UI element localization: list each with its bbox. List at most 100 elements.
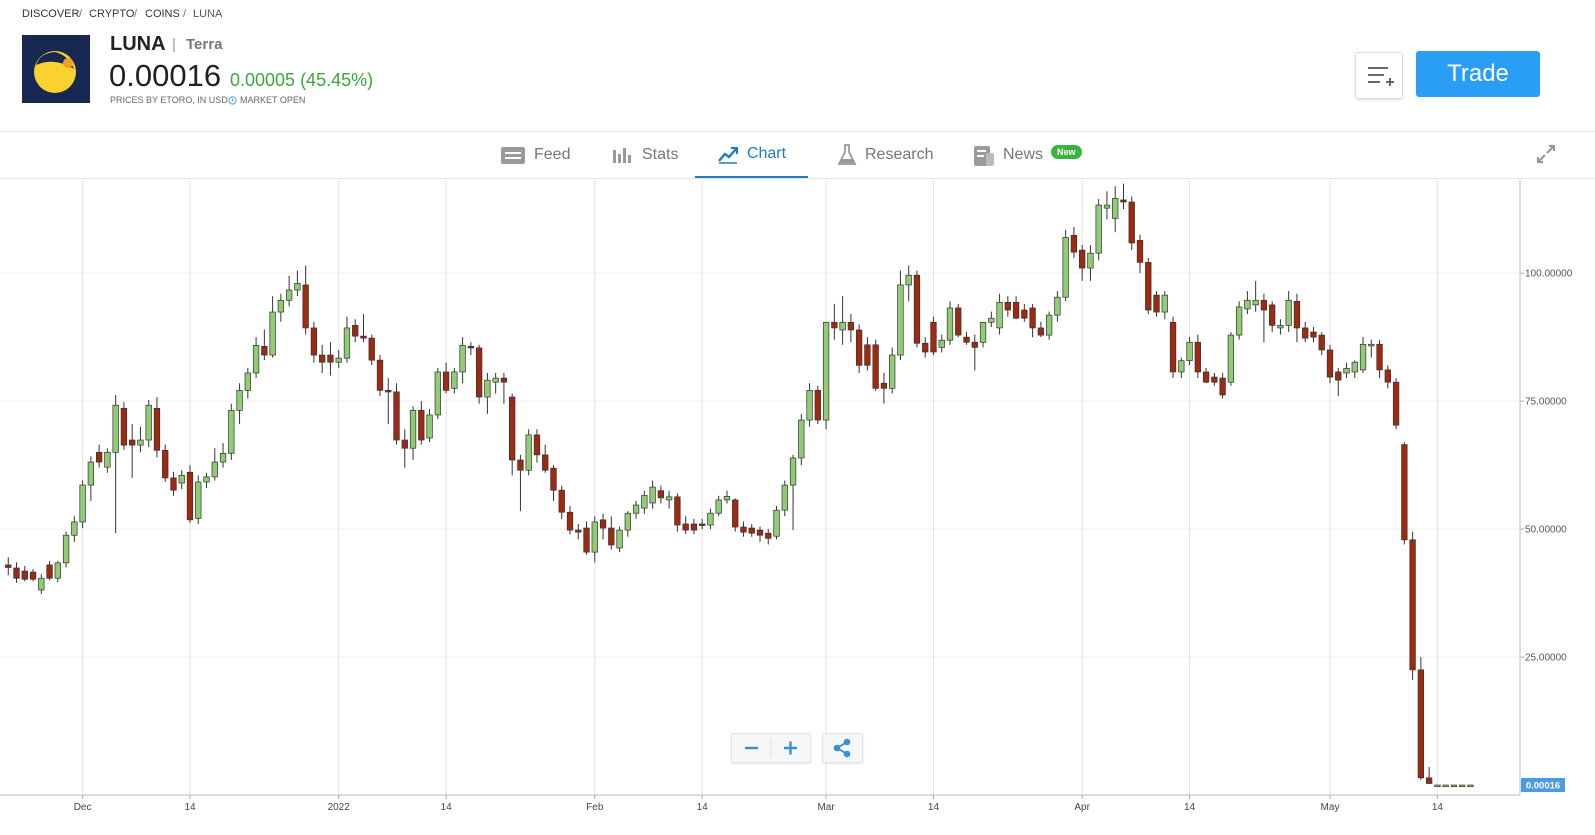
candle (765, 529, 772, 545)
candle-body (376, 359, 384, 391)
candle (129, 424, 136, 478)
tab[interactable]: Stats (612, 132, 678, 178)
candle (360, 314, 367, 343)
candle-body (252, 344, 260, 374)
candle-body (1434, 784, 1441, 787)
candle (889, 347, 896, 394)
candle-body (765, 532, 772, 539)
candle-body (87, 461, 95, 486)
candle-body (409, 409, 417, 449)
candle (459, 337, 466, 384)
share-button[interactable] (822, 733, 863, 763)
candle-body (1417, 669, 1425, 779)
candle-body (294, 283, 301, 291)
candle-body (269, 311, 276, 356)
candle (319, 344, 326, 373)
candle-body (699, 523, 706, 526)
y-tick-label: 100.00000 (1525, 269, 1573, 280)
candle (112, 394, 119, 534)
candle (1112, 186, 1119, 233)
candle-body (674, 496, 681, 526)
breadcrumb-link[interactable]: CRYPTO (89, 8, 135, 20)
candle (839, 296, 846, 345)
candle-body (79, 484, 86, 523)
candle-body (385, 390, 392, 393)
candle-body (1128, 201, 1135, 244)
tab-label: Feed (534, 146, 571, 163)
candle-body (855, 329, 863, 366)
candle-body (1211, 376, 1218, 383)
candle-body (1252, 299, 1259, 306)
candle (335, 349, 342, 368)
candle-body (1392, 381, 1400, 426)
candle-body (1401, 444, 1408, 541)
candle (261, 329, 268, 361)
candle-body (798, 419, 805, 459)
candle (1202, 367, 1210, 384)
clock-icon (228, 96, 237, 105)
tab[interactable]: Research (837, 132, 933, 178)
breadcrumb-link[interactable]: DISCOVER (22, 8, 80, 20)
zoom-controls (731, 733, 811, 763)
candle (1368, 339, 1375, 358)
candle-body (649, 486, 656, 504)
x-tick-label: 14 (1184, 802, 1196, 813)
candle (855, 324, 863, 373)
tab[interactable]: News New (973, 132, 1082, 178)
candle (1004, 296, 1011, 317)
candle-body (533, 434, 541, 456)
candle (162, 444, 169, 482)
candle-body (1467, 784, 1474, 787)
candle-body (1021, 309, 1028, 319)
candle-body (178, 474, 185, 484)
candle (682, 516, 689, 535)
candle (368, 334, 375, 366)
x-tick-label: 2022 (328, 802, 351, 813)
tab-label: Chart (746, 145, 787, 162)
candle (1169, 316, 1177, 379)
candle (38, 574, 45, 595)
candle-body (1103, 204, 1111, 209)
candle (591, 516, 598, 563)
candle-body (1376, 343, 1383, 371)
candle (1434, 784, 1441, 787)
tab[interactable]: Feed (500, 132, 570, 178)
candle (467, 342, 475, 356)
candle-body (583, 527, 590, 553)
candle-body (137, 439, 144, 446)
candle (690, 518, 698, 535)
candle (550, 465, 557, 501)
watchlist-button[interactable] (1355, 52, 1403, 99)
candle (748, 523, 755, 537)
candle (1128, 196, 1135, 251)
x-tick-label: Mar (817, 802, 835, 813)
breadcrumb-link[interactable]: COINS (145, 8, 180, 20)
candle-body (343, 327, 351, 359)
candle-body (1285, 299, 1292, 326)
symbol: LUNA (110, 33, 166, 55)
candle-body (1186, 341, 1193, 362)
candle (1392, 378, 1400, 430)
candle (822, 321, 830, 430)
zoom-in[interactable] (784, 741, 797, 755)
candle (1062, 229, 1069, 302)
fullscreen-button[interactable] (1535, 143, 1557, 165)
candle-body (591, 521, 598, 553)
candle (87, 456, 95, 501)
candle (847, 314, 855, 343)
candle-body (996, 301, 1003, 329)
candle (269, 296, 276, 358)
new-badge: New (1051, 145, 1082, 159)
candle (1194, 334, 1201, 379)
candle (54, 560, 61, 583)
candle (310, 321, 318, 363)
trade-button[interactable]: Trade (1416, 51, 1540, 97)
candle-body (1120, 199, 1127, 203)
price-source: PRICES BY ETORO, IN USD (110, 95, 228, 105)
tab-active[interactable]: Chart (695, 132, 808, 178)
candle-body (153, 407, 161, 451)
candle-body (1153, 294, 1160, 313)
candle (95, 444, 103, 468)
